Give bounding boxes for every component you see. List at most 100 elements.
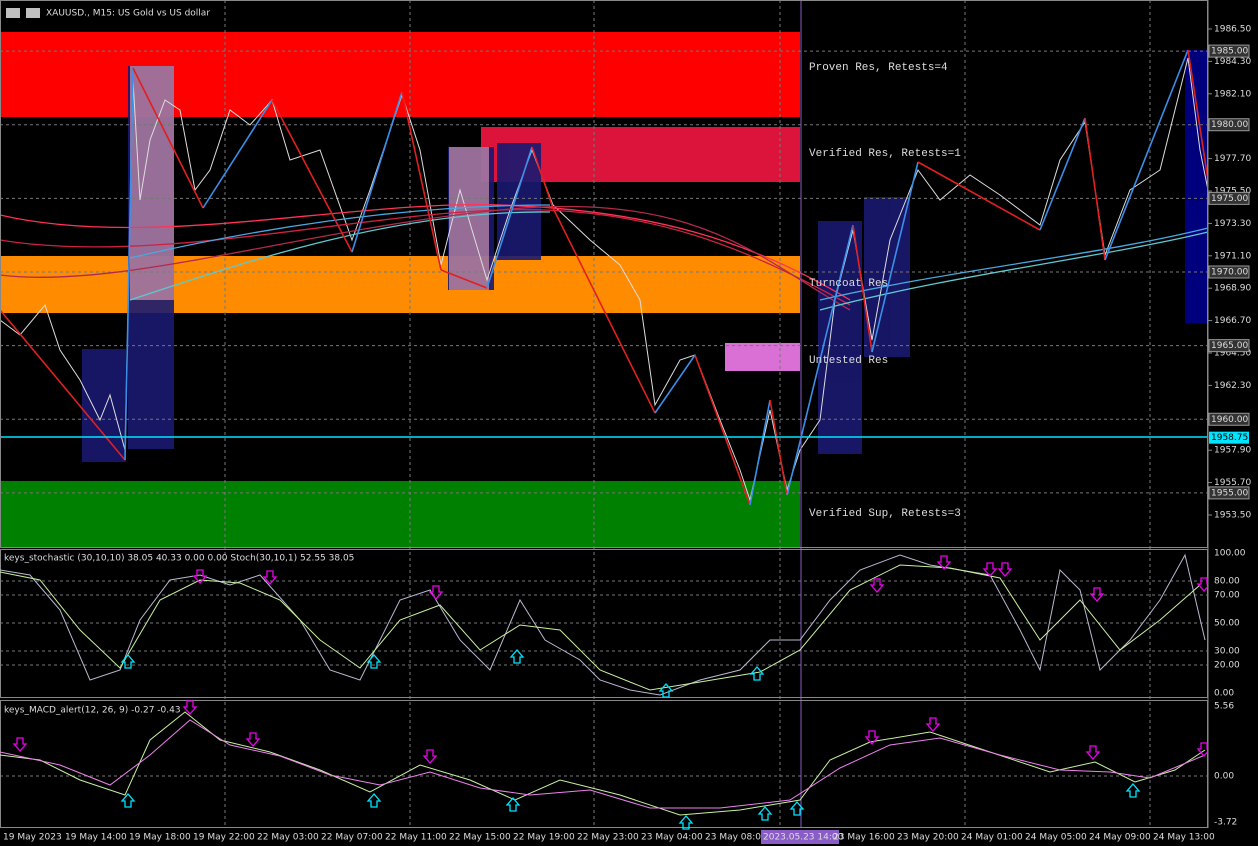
time-label: 23 May 20:00 [897, 833, 959, 843]
zone-label: Untested Res [809, 355, 888, 367]
level-tag [1208, 265, 1250, 279]
sell-arrow [1196, 577, 1212, 592]
macd-axis-label: 0.00 [1214, 772, 1234, 782]
ma-line [0, 203, 851, 301]
zone-label: Proven Res, Retests=4 [809, 62, 948, 74]
grid [0, 0, 1208, 828]
price-line [0, 57, 1209, 502]
time-label: 19 May 2023 [3, 833, 62, 843]
time-label: 19 May 22:00 [193, 833, 255, 843]
level-label: 1970.00 [1211, 267, 1248, 277]
sell-arrow [428, 585, 444, 600]
icon [26, 8, 40, 18]
sell-arrow [982, 562, 998, 577]
zigzag-segment [654, 354, 696, 414]
time-label: 24 May 01:00 [961, 833, 1023, 843]
axes: 1986.50 1984.30 1982.10 1977.70 1975.50 1973.… [3, 0, 1258, 844]
zone-label: Turncoat Res [809, 278, 888, 290]
zone-label: Verified Res, Retests=1 [809, 148, 961, 160]
level-label: 1965.00 [1211, 341, 1248, 351]
macd-axis-label: -3.72 [1214, 818, 1237, 828]
sell-arrow [245, 732, 261, 747]
level-tag [1208, 339, 1250, 353]
zigzag-segment [0, 309, 126, 461]
zigzag-segment [401, 91, 442, 271]
price-label: 1975.50 [1214, 186, 1251, 196]
zigzag-segment [124, 67, 134, 461]
stoch-axis-label: 70.00 [1214, 591, 1240, 601]
sell-arrow [1196, 742, 1212, 757]
sell-arrow [925, 717, 941, 732]
untested-res-zone [725, 343, 800, 371]
box [82, 349, 126, 462]
macd-axis-label: 5.56 [1214, 702, 1234, 712]
zigzag-segment [694, 354, 751, 506]
zones [0, 32, 800, 548]
price-label: 1964.50 [1214, 348, 1251, 358]
level-tag [1208, 118, 1250, 132]
macd-signal [0, 719, 1206, 809]
verified-sup-zone [0, 481, 800, 548]
price-label: 1953.50 [1214, 510, 1251, 520]
time-label: 22 May 23:00 [577, 833, 639, 843]
chart-title: XAUUSD., M15: US Gold vs US dollar [46, 9, 210, 19]
sell-arrow [1085, 745, 1101, 760]
price-label: 1982.10 [1214, 89, 1251, 99]
sell-arrow [182, 700, 198, 715]
buy-arrow [505, 797, 521, 812]
proven-res-zone [0, 32, 800, 117]
box [1185, 50, 1207, 323]
zigzag-segment [1084, 117, 1106, 261]
sell-arrow [869, 578, 885, 593]
macd-main [0, 711, 1206, 816]
time-label: 19 May 14:00 [65, 833, 127, 843]
buy-arrow [658, 683, 674, 698]
buy-arrow [749, 666, 765, 681]
stoch-axis-label: 30.00 [1214, 647, 1240, 657]
stoch-axis-label: 100.00 [1214, 549, 1246, 559]
zigzag-segment [132, 67, 204, 209]
price-label: 1971.10 [1214, 251, 1251, 261]
stoch-signal [0, 564, 1201, 691]
time-label: 24 May 13:00 [1153, 833, 1215, 843]
level-tag [1208, 191, 1250, 205]
turncoat-res-zone [0, 256, 800, 313]
buy-arrow [757, 806, 773, 821]
sell-arrow [262, 570, 278, 585]
zigzag-segment [202, 99, 273, 209]
time-label: 24 May 09:00 [1089, 833, 1151, 843]
zigzag-segment [871, 161, 919, 353]
macd-label: keys_MACD_alert(12, 26, 9) -0.27 -0.43 [4, 706, 181, 716]
level-label: 1975.00 [1211, 194, 1248, 204]
current-label: 1958.75 [1211, 433, 1248, 443]
time-label: 19 May 18:00 [129, 833, 191, 843]
level-tag [1208, 412, 1250, 426]
price-label: 1984.30 [1214, 57, 1251, 67]
moving-averages [0, 203, 1209, 311]
buy-arrow [366, 793, 382, 808]
price-label: 1955.70 [1214, 478, 1251, 488]
buy-arrow [789, 801, 805, 816]
buy-arrow [120, 654, 136, 669]
zone-labels: Proven Res, Retests=4 Verified Res, Rete… [809, 62, 961, 520]
zigzag-segment [552, 207, 656, 414]
price-label: 1962.30 [1214, 381, 1251, 391]
level-label: 1980.00 [1211, 120, 1248, 130]
price-label: 1957.90 [1214, 446, 1251, 456]
price-label: 1973.30 [1214, 219, 1251, 229]
ma-line [129, 204, 551, 259]
zigzag-segment [1104, 49, 1189, 261]
sell-arrow [12, 737, 28, 752]
time-label: 2023.05.23 14:00 [763, 833, 844, 843]
level-label: 1960.00 [1211, 415, 1248, 425]
zigzag-segment [769, 399, 788, 496]
zigzag-segment [271, 99, 353, 253]
price-label: 1977.70 [1214, 154, 1251, 164]
stoch-axis-label: 50.00 [1214, 619, 1240, 629]
level-label: 1985.00 [1211, 47, 1248, 57]
stoch-label: keys_stochastic (30,10,10) 38.05 40.33 0… [4, 554, 354, 564]
zigzag [0, 49, 1209, 506]
time-label: 22 May 19:00 [513, 833, 575, 843]
time-label: 22 May 11:00 [385, 833, 447, 843]
